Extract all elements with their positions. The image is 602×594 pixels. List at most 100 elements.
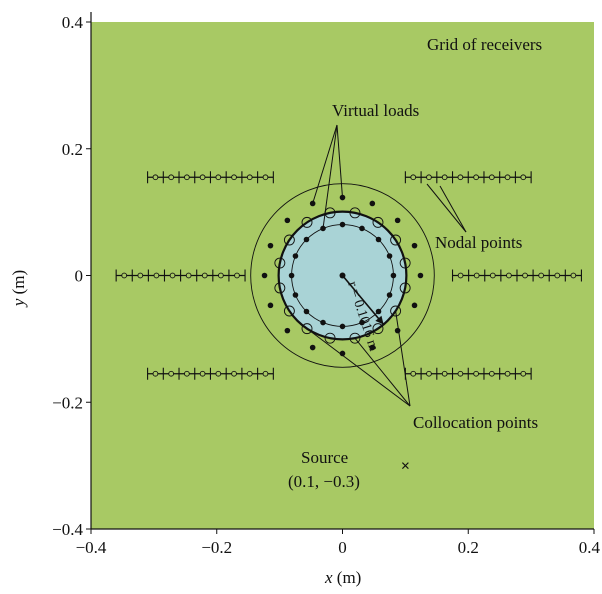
collocation-point <box>390 305 402 317</box>
receiver-nodal-point <box>185 272 192 279</box>
x-axis-label: x (m) <box>324 568 361 587</box>
virtual-load-inner <box>303 236 310 243</box>
annotation-grid-of-receivers: Grid of receivers <box>427 35 542 54</box>
receiver-nodal-point <box>199 370 206 377</box>
tick-labels: −0.4 −0.2 0 0.2 0.4 −0.4 −0.2 0 0.2 0.4 <box>52 13 600 557</box>
collocation-point <box>390 234 402 246</box>
receiver-nodal-point <box>473 272 480 279</box>
receiver-nodal-point <box>168 370 175 377</box>
receiver-nodal-point <box>520 174 527 181</box>
virtual-load-outer <box>411 242 418 249</box>
virtual-load-outer <box>261 272 268 279</box>
virtual-load-outer <box>394 217 401 224</box>
nodal-points-leader <box>439 185 467 233</box>
outer-ring <box>250 183 435 368</box>
collocation-point <box>349 332 361 344</box>
virtual-load-inner <box>288 272 295 279</box>
cylinder-scatterer <box>250 183 435 470</box>
virtual-load-outer <box>267 302 274 309</box>
receiver-nodal-point <box>441 174 448 181</box>
virtual-load-inner <box>292 292 299 298</box>
receiver-nodal-point <box>218 272 224 279</box>
receiver-nodal-point <box>520 370 527 377</box>
x-tick-label: 0.2 <box>458 538 479 557</box>
receiver-nodal-point <box>184 174 190 181</box>
receiver-line-2 <box>404 171 532 184</box>
receiver-line-3 <box>115 269 246 282</box>
receiver-nodal-point <box>488 370 495 377</box>
receiver-nodal-point <box>231 174 237 181</box>
y-tick-label: −0.4 <box>52 520 83 539</box>
collocation-point <box>274 282 286 294</box>
receiver-nodal-point <box>234 272 240 279</box>
annotation-collocation-points: Collocation points <box>413 413 538 432</box>
receiver-nodal-point <box>457 272 464 279</box>
virtual-loads-leader <box>336 124 343 198</box>
virtual-load-inner <box>386 253 393 259</box>
collocation-points-leader <box>354 337 411 407</box>
virtual-loads-leader <box>312 124 338 204</box>
virtual-load-outer <box>309 344 316 351</box>
x-tick-label: −0.2 <box>201 538 232 557</box>
virtual-load-outer <box>339 350 346 357</box>
collocation-point <box>399 257 411 269</box>
receiver-nodal-point <box>538 272 544 279</box>
receiver-nodal-point <box>506 272 512 279</box>
x-tick-label: −0.4 <box>76 538 107 557</box>
virtual-load-inner <box>359 319 365 326</box>
virtual-load-outer <box>411 302 418 309</box>
receiver-nodal-point <box>457 370 464 377</box>
receiver-nodal-point <box>426 370 432 377</box>
y-axis-label: y (m) <box>9 270 28 308</box>
y-tick-label: 0 <box>75 267 84 286</box>
collocation-points-leader <box>306 328 411 407</box>
x-tick-label: 0 <box>338 538 347 557</box>
axes <box>86 12 595 534</box>
virtual-load-outer <box>284 327 291 334</box>
collocation-point <box>274 257 286 269</box>
receiver-nodal-point <box>410 174 417 181</box>
virtual-load-inner <box>339 323 346 330</box>
receiver-nodal-point <box>473 174 479 181</box>
receiver-line-6 <box>404 367 532 380</box>
receiver-nodal-point <box>489 272 496 279</box>
receiver-nodal-point <box>153 272 160 279</box>
virtual-load-inner <box>359 225 365 232</box>
virtual-load-inner <box>320 319 326 326</box>
annotation-leaders <box>306 124 467 407</box>
annotation-nodal-points: Nodal points <box>435 233 522 252</box>
collocation-point <box>399 282 411 294</box>
collocation-point <box>283 234 295 246</box>
virtual-load-outer <box>394 327 401 334</box>
collocation-point <box>349 207 361 219</box>
receiver-nodal-point <box>504 370 511 377</box>
receiver-nodal-point <box>169 272 176 279</box>
source-label: Source <box>301 448 348 467</box>
collocation-points-leader <box>395 310 411 407</box>
y-tick-label: −0.2 <box>52 393 83 412</box>
radius-line <box>341 274 385 325</box>
receiver-nodal-point <box>426 174 432 181</box>
receiver-nodal-point <box>137 272 144 279</box>
receiver-nodal-point <box>554 272 561 279</box>
virtual-load-outer <box>267 242 274 249</box>
x-tick-label: 0.4 <box>579 538 601 557</box>
receiver-nodal-point <box>152 370 159 377</box>
virtual-load-inner <box>386 292 393 298</box>
virtual-load-outer <box>284 217 291 224</box>
receiver-grid <box>115 171 582 380</box>
receiver-line-5 <box>147 367 274 380</box>
radius-arrowhead <box>375 315 384 325</box>
virtual-load-inner <box>390 272 397 279</box>
receiver-nodal-point <box>246 174 253 181</box>
receiver-nodal-point <box>488 174 495 181</box>
virtual-load-outer <box>417 272 424 279</box>
receiver-nodal-point <box>262 370 269 377</box>
source-coordinates: (0.1, −0.3) <box>288 472 360 491</box>
receiver-nodal-point <box>184 370 190 377</box>
receiver-nodal-point <box>410 370 417 377</box>
receiver-nodal-point <box>457 174 464 181</box>
collocation-point <box>372 323 384 335</box>
receiver-nodal-point <box>231 370 237 377</box>
